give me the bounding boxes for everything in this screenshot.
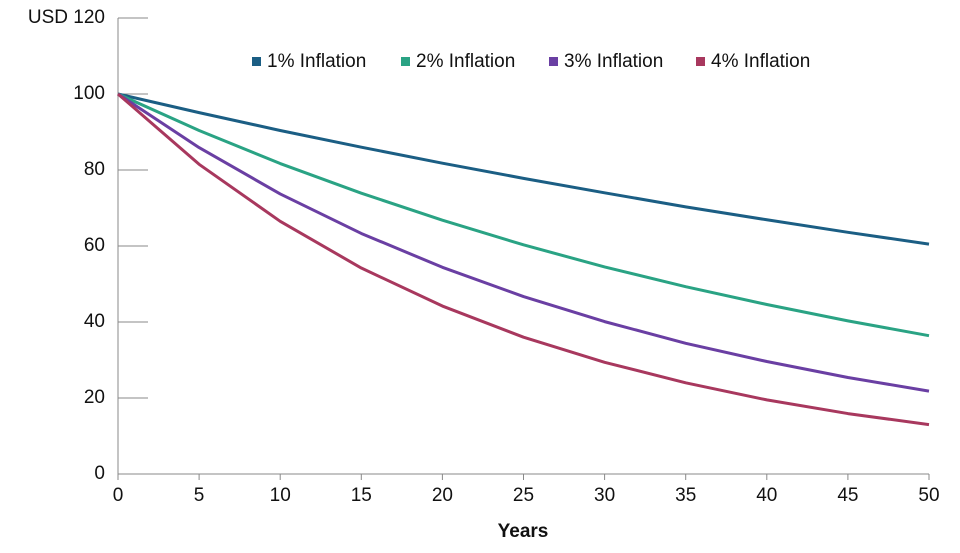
series-line	[117, 92, 930, 427]
legend-swatch	[549, 57, 558, 66]
y-tick-label: USD 120	[28, 7, 105, 28]
x-tick-label: 35	[675, 485, 696, 506]
x-tick-label: 20	[432, 485, 453, 506]
x-axis-label: Years	[498, 521, 549, 542]
legend-swatch	[696, 57, 705, 66]
y-tick-label: 60	[84, 235, 105, 256]
series-line	[117, 92, 930, 246]
x-tick-label: 0	[113, 485, 124, 506]
series-line	[117, 92, 930, 338]
x-tick-label: 40	[756, 485, 777, 506]
legend-label: 2% Inflation	[416, 51, 515, 72]
x-tick-label: 10	[270, 485, 291, 506]
x-tick-label: 25	[513, 485, 534, 506]
x-tick-label: 45	[837, 485, 858, 506]
legend-label: 4% Inflation	[711, 51, 810, 72]
legend-label: 1% Inflation	[267, 51, 366, 72]
y-tick-label: 40	[84, 311, 105, 332]
x-tick-label: 5	[194, 485, 205, 506]
y-tick-label: 80	[84, 159, 105, 180]
series-line	[117, 92, 930, 393]
x-tick-label: 50	[918, 485, 939, 506]
y-tick-label: 0	[94, 463, 105, 484]
legend-swatch	[252, 57, 261, 66]
y-tick-label: 100	[73, 83, 105, 104]
y-tick-label: 20	[84, 387, 105, 408]
x-tick-label: 15	[351, 485, 372, 506]
legend-label: 3% Inflation	[564, 51, 663, 72]
legend-swatch	[401, 57, 410, 66]
x-tick-label: 30	[594, 485, 615, 506]
